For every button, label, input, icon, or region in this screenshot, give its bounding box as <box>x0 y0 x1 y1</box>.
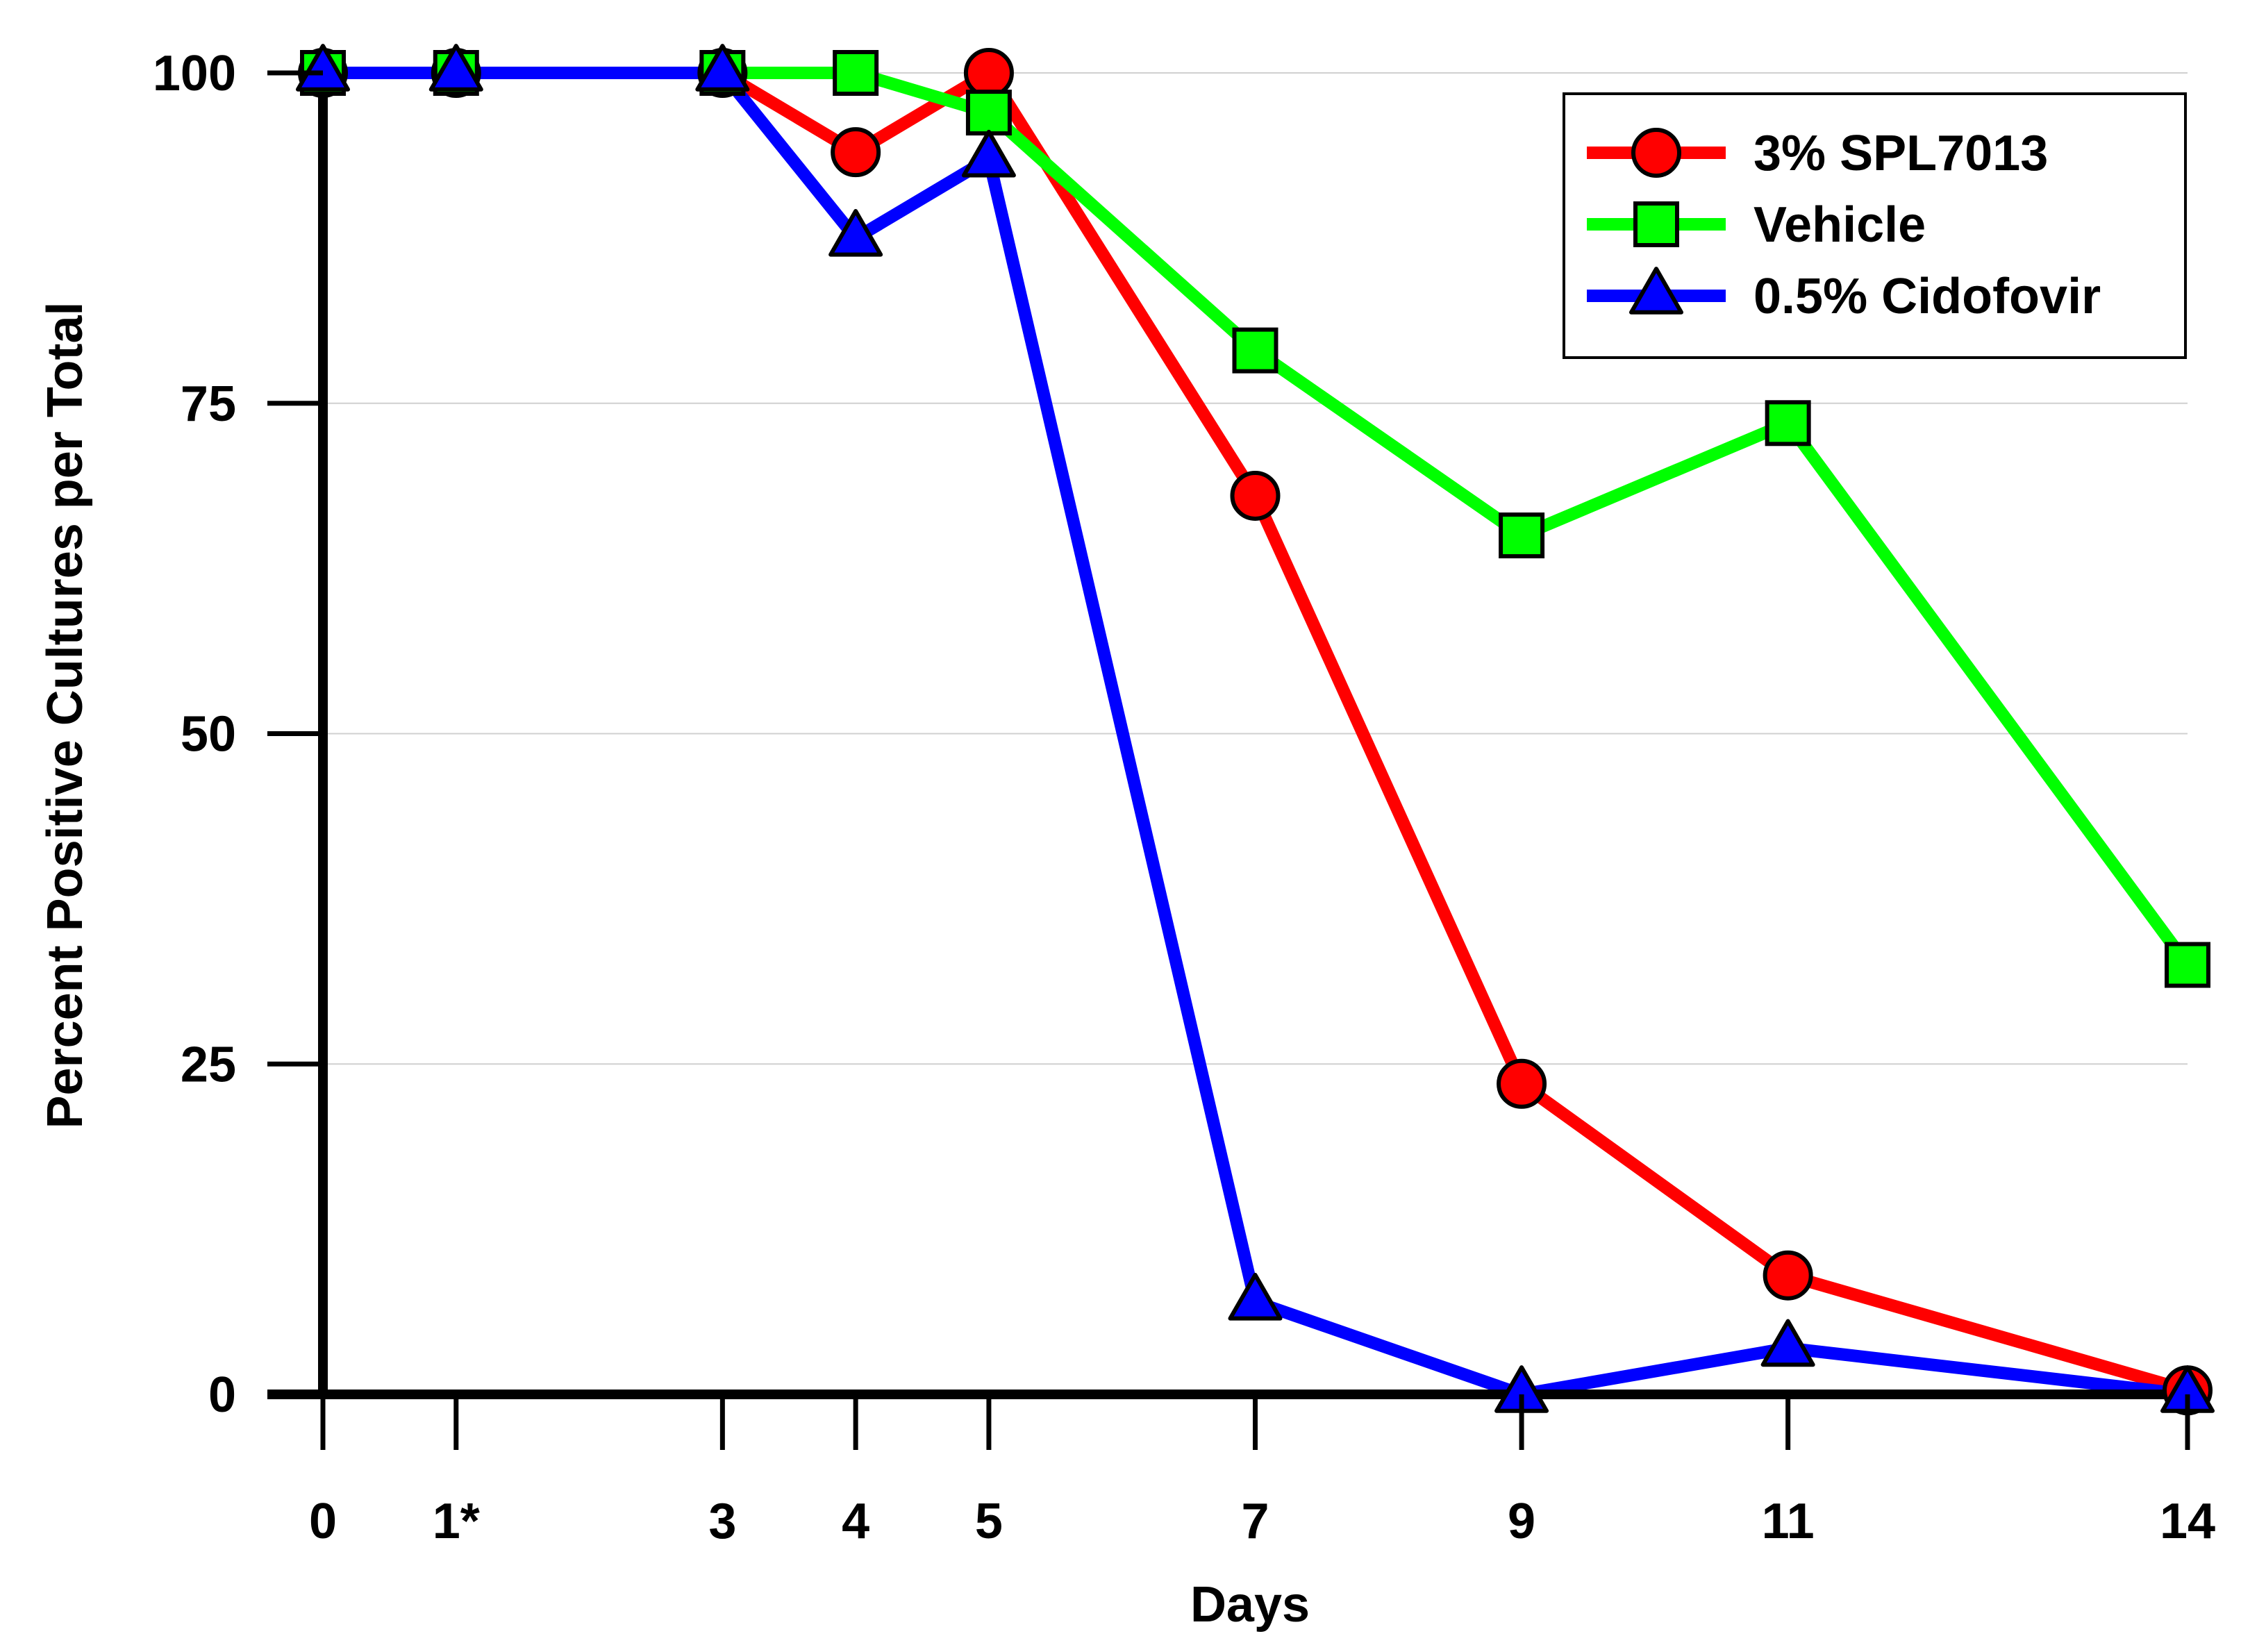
data-point-1-4 <box>833 50 879 96</box>
x-tick-label: 11 <box>1762 1494 1815 1549</box>
data-point-2-11 <box>1760 1319 1815 1367</box>
data-point-2-4 <box>828 209 883 257</box>
series-markers <box>296 44 2215 1416</box>
legend-marker-1 <box>1633 201 1679 247</box>
data-point-1-7 <box>1232 327 1278 374</box>
data-point-1-11 <box>1765 400 1811 447</box>
data-point-0-9 <box>1497 1058 1547 1109</box>
x-tick-label: 1* <box>433 1494 480 1549</box>
y-tick-label: 0 <box>208 1367 236 1423</box>
x-tick-label: 0 <box>309 1494 337 1549</box>
data-point-1-5 <box>965 90 1012 136</box>
x-tick-label: 9 <box>1508 1494 1535 1549</box>
y-tick-label: 100 <box>153 46 236 101</box>
x-tick-label: 7 <box>1241 1494 1269 1549</box>
data-point-1-9 <box>1499 512 1545 559</box>
data-point-2-1* <box>428 44 483 92</box>
data-point-0-4 <box>831 127 881 178</box>
data-point-2-7 <box>1228 1272 1283 1321</box>
data-point-0-5 <box>963 48 1014 98</box>
x-axis-title: Days <box>1190 1577 1310 1633</box>
x-tick-label: 3 <box>708 1494 736 1549</box>
x-tick-label: 5 <box>975 1494 1003 1549</box>
y-tick-label: 50 <box>181 707 236 762</box>
data-point-2-0 <box>296 44 350 92</box>
legend-label-1: Vehicle <box>1753 197 1926 253</box>
x-tick-label: 14 <box>2160 1494 2215 1549</box>
data-point-2-5 <box>961 129 1016 178</box>
legend: 3% SPL7013 Vehicle 0.5% Cidofovir <box>1563 92 2187 359</box>
data-point-2-3 <box>695 44 750 92</box>
y-axis-title: Percent Positive Cultures per Total <box>38 302 93 1129</box>
legend-label-2: 0.5% Cidofovir <box>1753 269 2101 324</box>
data-point-0-11 <box>1763 1250 1813 1301</box>
ticks: 0 25 50 75 100 0 1* 3 4 5 7 9 11 14 <box>153 46 2215 1549</box>
y-tick-label: 25 <box>181 1037 236 1092</box>
y-tick-label: 75 <box>181 376 236 432</box>
legend-marker-2 <box>1629 267 1683 315</box>
legend-marker-0 <box>1631 128 1681 178</box>
data-point-1-14 <box>2165 942 2210 988</box>
x-tick-label: 4 <box>842 1494 869 1549</box>
legend-label-0: 3% SPL7013 <box>1753 126 2048 181</box>
data-point-0-7 <box>1230 470 1281 521</box>
